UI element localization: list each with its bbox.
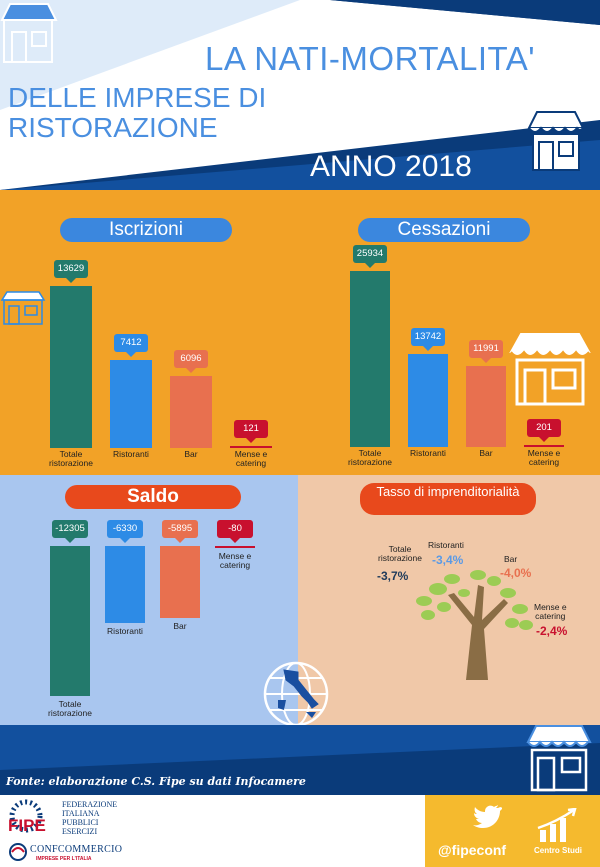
category-label-cessazioni-3: Mense e catering	[527, 448, 561, 467]
iscrizioni-title: Iscrizioni	[60, 218, 232, 242]
centro-studi-label: Centro Studi	[534, 846, 582, 855]
value-label-saldo-2: -5895	[162, 520, 198, 543]
bar-iscrizioni-2	[170, 375, 212, 448]
twitter-icon	[473, 805, 502, 828]
bar-chart-icon	[537, 808, 577, 842]
confcommercio-icon	[9, 843, 27, 861]
fipe-logo: FIPE	[8, 816, 46, 835]
bottom-band	[0, 725, 600, 795]
bar-saldo-0	[50, 546, 90, 696]
tasso-category-2: Bar	[504, 554, 518, 564]
social-box	[425, 795, 600, 867]
value-label-iscrizioni-0: 13629	[54, 260, 88, 283]
category-label-saldo-3: Mense e catering	[218, 551, 252, 570]
header: LA NATI-MORTALITA' DELLE IMPRESE DI RIST…	[0, 0, 600, 190]
shop-icon	[0, 3, 58, 63]
category-label-saldo-1: Ristoranti	[107, 626, 143, 637]
bar-saldo-2	[160, 546, 200, 618]
confcommercio-sub: IMPRESE PER L'ITALIA	[36, 856, 92, 862]
tasso-value-3: -2,4%	[536, 624, 568, 638]
tasso-category-0: Totale ristorazione	[378, 544, 422, 563]
italy-globe-icon	[263, 661, 329, 727]
value-label-iscrizioni-1: 7412	[114, 333, 148, 357]
saldo-title: Saldo	[65, 485, 241, 509]
value-label-saldo-3: -80	[217, 520, 253, 543]
bar-iscrizioni-3	[230, 446, 272, 448]
panel-tasso	[298, 475, 600, 725]
panel-saldo	[0, 475, 298, 725]
tree-icon	[416, 570, 533, 680]
year-label: ANNO 2018	[310, 150, 472, 183]
tasso-category-1: Ristoranti	[428, 540, 464, 550]
category-label-cessazioni-1: Ristoranti	[410, 448, 446, 458]
category-label-iscrizioni-2: Bar	[184, 449, 198, 459]
bar-saldo-1	[105, 546, 145, 624]
fipe-name-1: FEDERAZIONE	[62, 800, 118, 809]
twitter-handle[interactable]: @fipeconf	[438, 842, 507, 858]
value-label-iscrizioni-3: 121	[234, 420, 268, 443]
category-label-saldo-2: Bar	[173, 620, 187, 631]
value-label-saldo-1: -6330	[107, 520, 143, 543]
category-label-saldo-0: Totale ristorazione	[48, 699, 92, 718]
tasso-value-2: -4,0%	[500, 566, 532, 580]
fipe-name-4: ESERCIZI	[62, 827, 98, 836]
bottom-band-shapes	[0, 725, 600, 770]
value-label-cessazioni-1: 13742	[411, 327, 445, 351]
category-label-cessazioni-2: Bar	[479, 448, 493, 458]
confcommercio-name: CONFCOMMERCIO	[30, 844, 123, 855]
tasso-category-3: Mense e catering	[534, 602, 567, 621]
title-line2: DELLE IMPRESE DI	[8, 82, 267, 113]
tasso-title: Tasso di imprenditorialità	[360, 483, 536, 515]
bar-cessazioni-2	[466, 365, 506, 447]
title-line1: LA NATI-MORTALITA'	[205, 40, 536, 77]
bar-iscrizioni-0	[50, 286, 92, 448]
fipe-name-3: PUBBLICI	[62, 818, 99, 827]
category-label-iscrizioni-0: Totale ristorazione	[49, 449, 93, 468]
bar-cessazioni-0	[350, 271, 390, 447]
shop-icon	[509, 333, 591, 406]
value-label-iscrizioni-2: 6096	[174, 349, 208, 373]
header-shapes	[0, 0, 600, 190]
tasso-value-1: -3,4%	[432, 553, 464, 567]
cessazioni-title: Cessazioni	[358, 218, 530, 242]
bar-iscrizioni-1	[110, 359, 152, 448]
category-label-iscrizioni-3: Mense e catering	[234, 449, 268, 468]
bar-saldo-3	[215, 546, 255, 548]
value-label-cessazioni-0: 25934	[353, 245, 387, 268]
value-label-saldo-0: -12305	[52, 520, 88, 543]
category-label-iscrizioni-1: Ristoranti	[113, 449, 149, 459]
shop-icon	[0, 291, 46, 325]
title-line3: RISTORAZIONE	[8, 112, 218, 143]
fipe-stars-icon	[9, 799, 43, 833]
bar-cessazioni-3	[524, 445, 564, 447]
tasso-value-0: -3,7%	[377, 569, 409, 583]
category-label-cessazioni-0: Totale ristorazione	[348, 448, 392, 467]
fipe-name-2: ITALIANA	[62, 809, 100, 818]
value-label-cessazioni-2: 11991	[469, 339, 503, 363]
source-note: Fonte: elaborazione C.S. Fipe su dati In…	[6, 775, 306, 788]
shop-icon	[527, 111, 585, 171]
bar-cessazioni-1	[408, 353, 448, 447]
value-label-cessazioni-3: 201	[527, 419, 561, 442]
shop-icon	[526, 725, 592, 792]
